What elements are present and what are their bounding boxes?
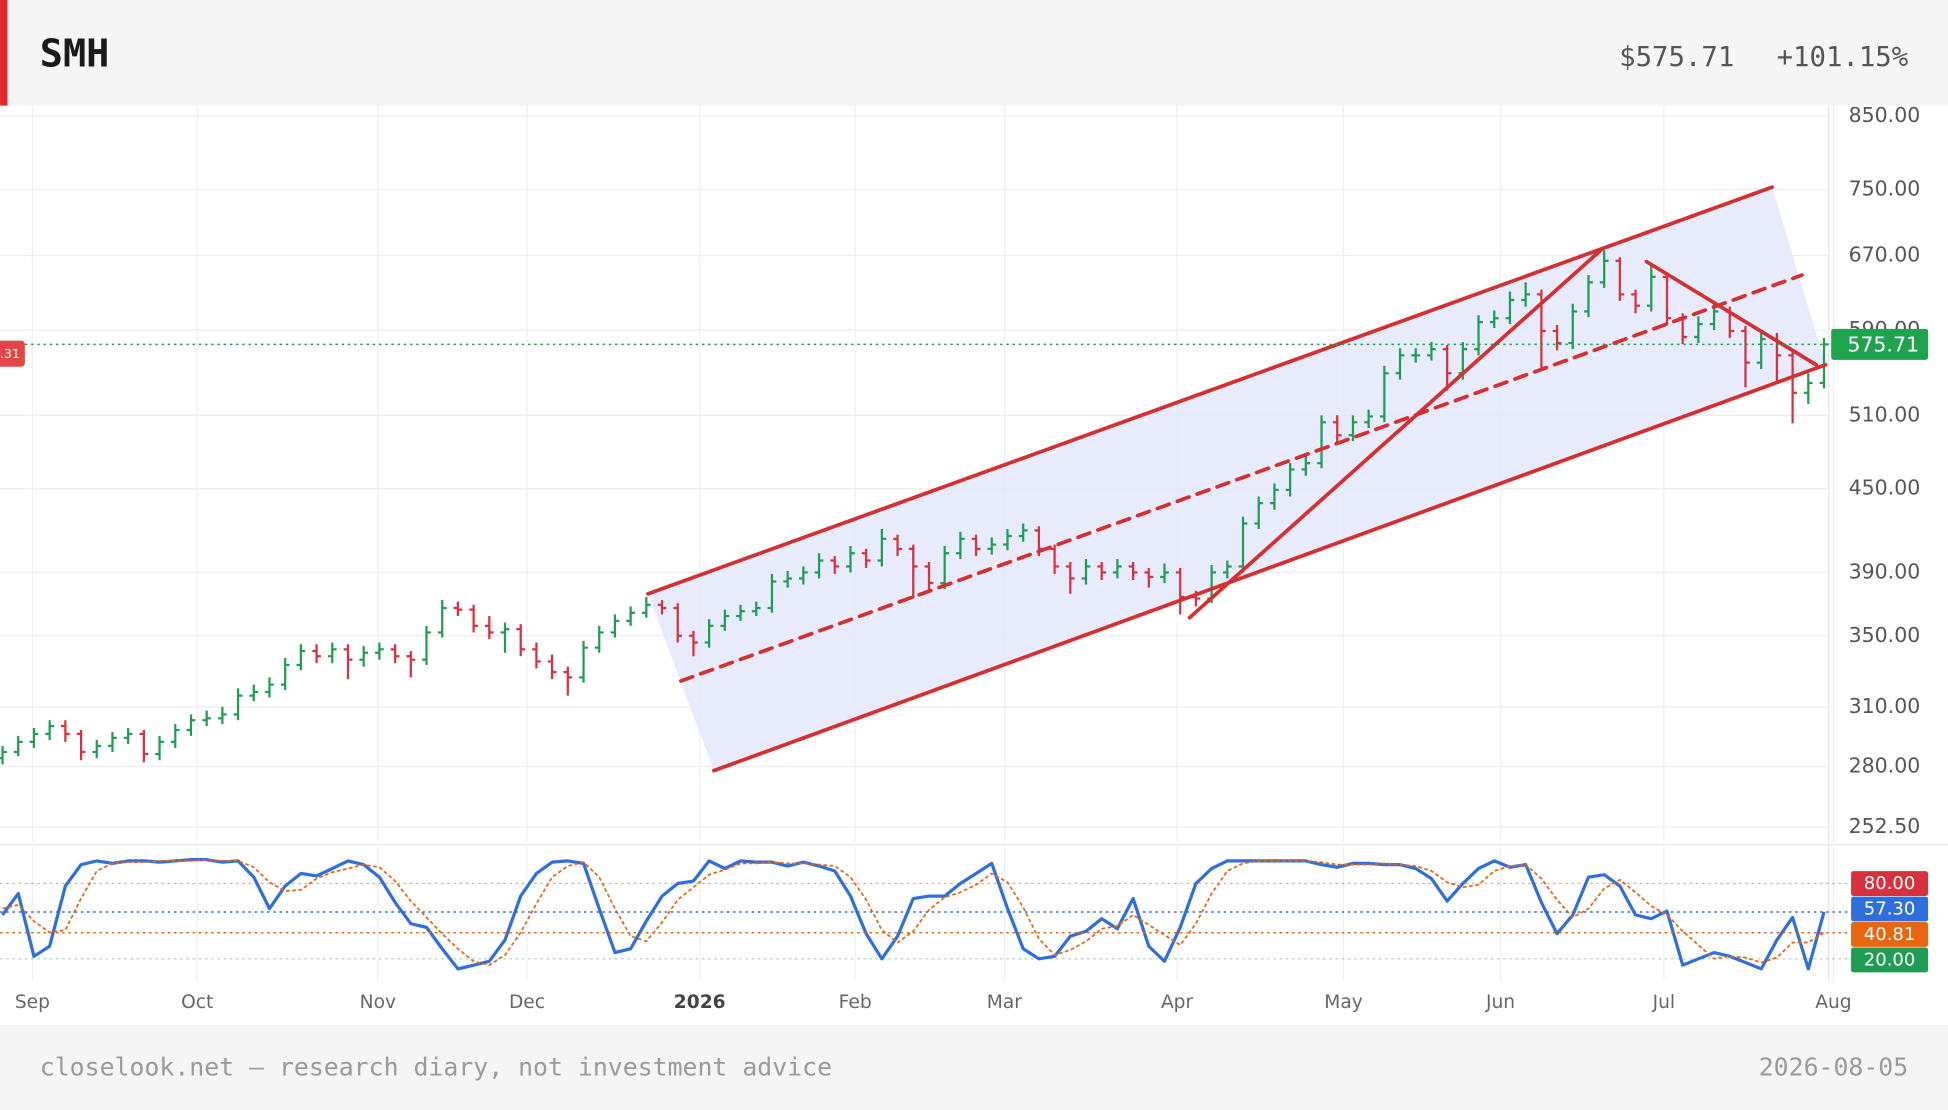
y-tick-label: 510.00 — [1849, 402, 1921, 426]
value-badge-label: 80.00 — [1864, 873, 1916, 894]
header-bg — [0, 0, 1948, 106]
y-tick-label: 390.00 — [1849, 559, 1921, 583]
value-badge — [1851, 871, 1929, 896]
y-tick-label: 310.00 — [1849, 694, 1921, 718]
value-badge-label: 57.30 — [1864, 899, 1916, 920]
y-tick-label: 350.00 — [1849, 623, 1921, 647]
symbol: SMH — [40, 31, 110, 76]
x-tick-label: Mar — [987, 992, 1022, 1013]
oscillator-line — [2, 858, 1825, 967]
header-accent — [0, 0, 8, 106]
change: +101.15% — [1777, 42, 1909, 73]
footer-site: closelook.net — research diary, not inve… — [40, 1052, 832, 1081]
y-tick-label: 280.00 — [1849, 753, 1921, 777]
marker-label: .31 — [0, 346, 20, 361]
x-tick-label: Dec — [509, 992, 545, 1013]
y-tick-label: 850.00 — [1849, 103, 1921, 127]
trendline — [1644, 259, 1819, 367]
last-price-label: 575.71 — [1847, 333, 1919, 357]
x-tick-label: Jul — [1652, 992, 1675, 1013]
marker-badge — [0, 340, 25, 367]
y-tick-label: 670.00 — [1849, 243, 1921, 267]
x-tick-label: Oct — [181, 992, 213, 1013]
x-tick-label: May — [1324, 992, 1363, 1013]
value-badge — [1851, 922, 1929, 947]
value-badge — [1851, 896, 1929, 922]
y-tick-label: 252.50 — [1849, 814, 1921, 838]
x-tick-label: Apr — [1161, 992, 1194, 1013]
y-tick-label: 450.00 — [1849, 476, 1921, 500]
value-badge-label: 40.81 — [1864, 924, 1916, 945]
price: $575.71 — [1619, 42, 1734, 73]
trendline — [711, 362, 1828, 773]
trendline — [1187, 246, 1605, 620]
x-tick-label: 2026 — [674, 992, 726, 1013]
footer-bg — [0, 1024, 1948, 1110]
x-tick-label: Jun — [1485, 992, 1515, 1013]
x-tick-label: Nov — [360, 992, 396, 1013]
oscillator-line — [1, 858, 1826, 971]
footer-date: 2026-08-05 — [1759, 1052, 1908, 1081]
x-tick-label: Feb — [839, 992, 872, 1013]
last-price-badge — [1831, 328, 1929, 360]
value-badge — [1851, 947, 1929, 973]
y-tick-label: 750.00 — [1849, 176, 1921, 200]
trendline — [646, 185, 1775, 596]
value-badge-label: 20.00 — [1864, 950, 1916, 971]
trendline — [679, 273, 1804, 683]
x-tick-label: Aug — [1815, 992, 1851, 1013]
x-tick-label: Sep — [15, 992, 50, 1013]
